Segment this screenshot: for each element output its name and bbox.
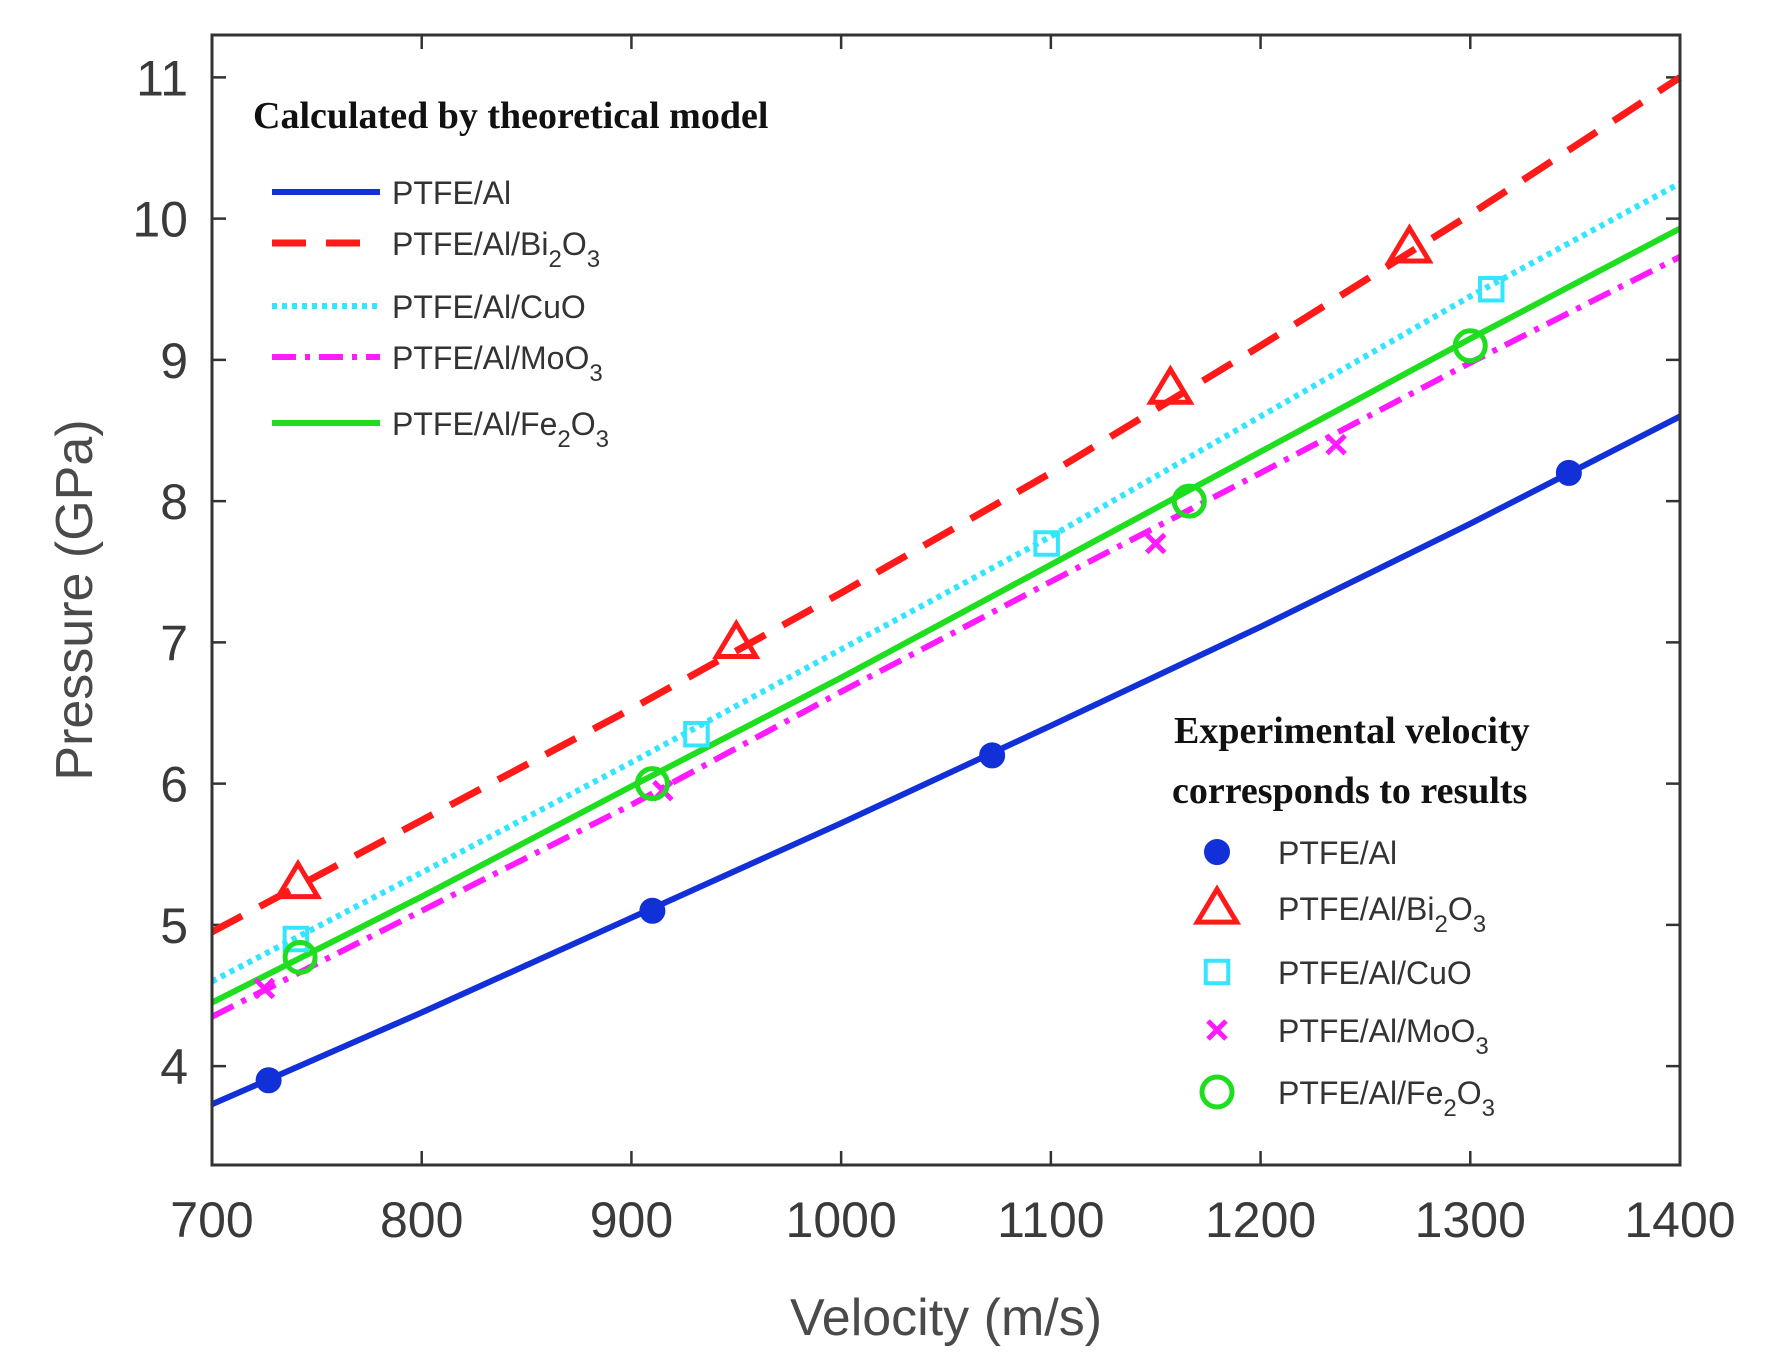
- legend-label-exp-0: PTFE/Al: [1278, 835, 1397, 871]
- y-tick-labels: 4 5 6 7 8 9 10 11: [132, 50, 188, 1095]
- legend-label-model-4: PTFE/Al/Fe2O3: [392, 406, 609, 453]
- x-tick-labels: 700 800 900 1000 1100 1200 1300 1400: [170, 1192, 1735, 1248]
- data-point-0-0: [255, 1067, 282, 1094]
- y-tick-label: 9: [160, 333, 188, 389]
- data-point-3-2: [1144, 532, 1167, 555]
- data-point-0-1: [639, 897, 666, 924]
- y-tick-label: 4: [160, 1039, 188, 1095]
- series-line-4: [210, 225, 1682, 1006]
- y-tick-label: 7: [160, 615, 188, 671]
- legend-label-exp-3: PTFE/Al/MoO3: [1278, 1013, 1489, 1060]
- exp-legend-marker-0: [1204, 839, 1230, 865]
- data-point-2-0: [282, 925, 310, 953]
- y-tick-label: 5: [160, 898, 188, 954]
- data-point-2-2: [1033, 530, 1060, 557]
- exp-legend-marker-4: [1199, 1074, 1235, 1110]
- x-tick-label: 1100: [997, 1192, 1105, 1248]
- legend-label-exp-1: PTFE/Al/Bi2O3: [1278, 891, 1486, 938]
- x-tick-label: 1000: [786, 1192, 897, 1248]
- plot-frame: [210, 33, 1682, 1167]
- y-tick-label: 11: [136, 50, 188, 106]
- legend-label-exp-2: PTFE/Al/CuO: [1278, 955, 1472, 991]
- data-point-3-0: [253, 977, 276, 1000]
- data-point-4-3: [1452, 328, 1488, 364]
- series-line-0: [210, 413, 1682, 1108]
- data-point-4-1: [634, 766, 670, 802]
- series-line-2: [210, 180, 1682, 985]
- x-tick-label: 700: [170, 1192, 253, 1248]
- data-point-2-1: [683, 720, 710, 748]
- experimental-legend: Experimental velocity corresponds to res…: [1172, 710, 1530, 1122]
- experimental-legend-title-line1: Experimental velocity: [1174, 710, 1530, 752]
- y-tick-label: 8: [160, 474, 188, 530]
- legend-label-model-2: PTFE/Al/CuO: [392, 289, 586, 325]
- data-point-0-3: [1555, 459, 1582, 486]
- x-tick-label: 1300: [1415, 1192, 1526, 1248]
- x-tick-label: 1200: [1205, 1192, 1316, 1248]
- data-point-0-2: [979, 742, 1006, 769]
- series-line-1: [210, 74, 1682, 935]
- exp-legend-marker-3: [1206, 1019, 1228, 1041]
- data-point-2-3: [1478, 276, 1505, 303]
- data-point-1-2: [1146, 364, 1195, 405]
- x-tick-label: 1400: [1624, 1192, 1735, 1248]
- legend-label-model-1: PTFE/Al/Bi2O3: [392, 226, 600, 273]
- data-point-4-0: [282, 939, 318, 975]
- x-tick-label: 900: [590, 1192, 673, 1248]
- data-point-4-2: [1171, 483, 1207, 519]
- data-point-1-1: [712, 618, 761, 659]
- y-axis-label: Pressure (GPa): [46, 419, 104, 780]
- y-tick-label: 10: [132, 192, 188, 248]
- model-legend: Calculated by theoretical model PTFE/Al P…: [253, 95, 768, 453]
- legend-label-model-3: PTFE/Al/MoO3: [392, 340, 603, 387]
- series-markers: [253, 223, 1582, 1094]
- series-lines: [210, 74, 1682, 1108]
- exp-legend-marker-2: [1203, 958, 1231, 986]
- series-line-3: [210, 254, 1682, 1020]
- model-legend-title: Calculated by theoretical model: [253, 95, 768, 137]
- plot-background: [212, 35, 1680, 1165]
- exp-legend-marker-1: [1192, 884, 1242, 925]
- data-point-1-0: [273, 858, 323, 900]
- x-tick-label: 800: [380, 1192, 463, 1248]
- x-axis-label: Velocity (m/s): [790, 1289, 1102, 1347]
- data-point-3-3: [1325, 433, 1347, 456]
- y-tick-label: 6: [160, 757, 188, 813]
- legend-label-model-0: PTFE/Al: [392, 175, 511, 211]
- legend-label-exp-4: PTFE/Al/Fe2O3: [1278, 1075, 1495, 1122]
- experimental-legend-title-line2: corresponds to results: [1172, 770, 1527, 812]
- data-point-1-3: [1385, 223, 1434, 264]
